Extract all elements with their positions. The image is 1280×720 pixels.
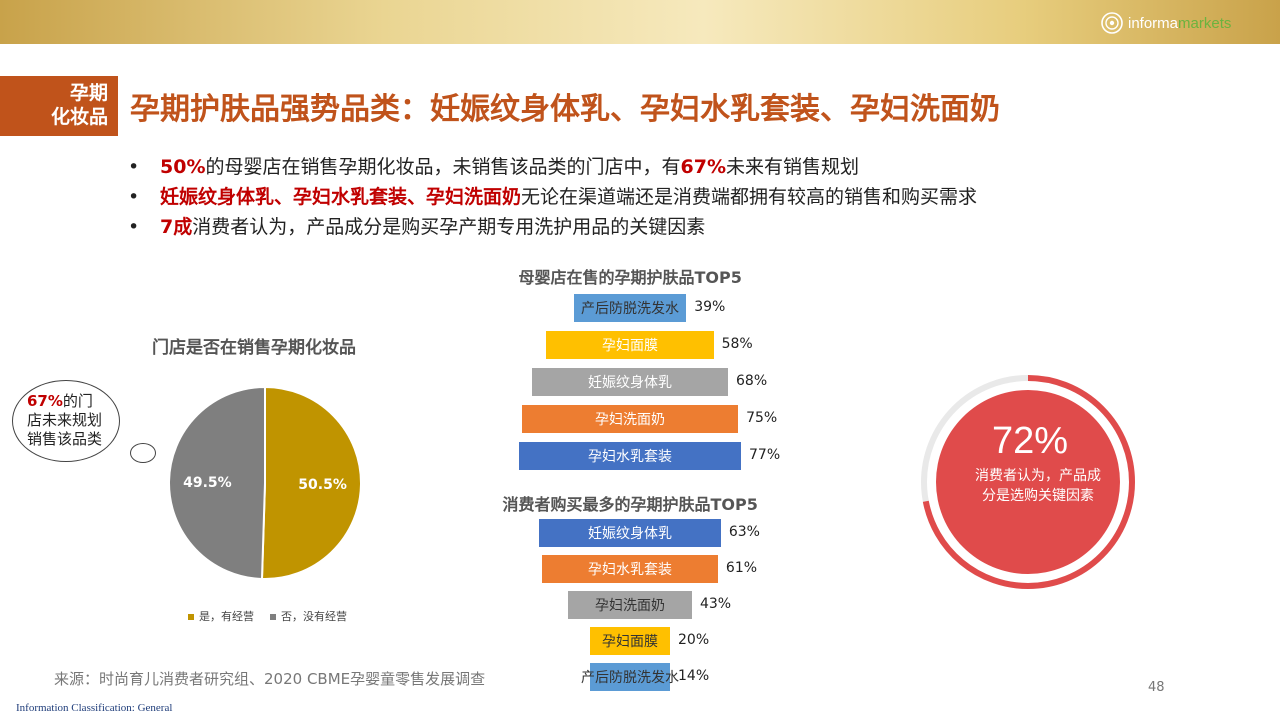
legend-item-yes: 是，有经营 — [188, 608, 254, 624]
pie-slice — [260, 385, 362, 580]
funnel-bar: 孕妇洗面奶 — [568, 591, 692, 619]
page-number: 48 — [1148, 680, 1165, 695]
funnel-bar: 孕妇面膜 — [590, 627, 670, 655]
section-tag: 孕期 化妆品 — [0, 76, 118, 136]
funnel-bar: 孕妇水乳套装 — [519, 442, 741, 470]
ingredient-ring-chart — [921, 375, 1135, 589]
funnel-title: 母婴店在售的孕期护肤品TOP5 — [518, 268, 742, 287]
funnel-bar: 产后防脱洗发水 — [581, 663, 679, 691]
funnel-value-label: 20% — [678, 632, 710, 648]
pie-slice-label: 49.5% — [183, 475, 232, 491]
store-pie-title: 门店是否在销售孕期化妆品 — [152, 338, 356, 358]
source-note: 来源：时尚育儿消费者研究组、2020 CBME孕婴童零售发展调查 — [54, 670, 486, 688]
funnel-title: 消费者购买最多的孕期护肤品TOP5 — [502, 495, 758, 514]
thought-bubble-tail — [130, 443, 156, 463]
ring-progress-arc — [921, 375, 1135, 589]
funnel-value-label: 14% — [678, 668, 710, 684]
ring-percentage: 72% — [991, 420, 1069, 462]
bullet-item: 50%的母婴店在销售孕期化妆品，未销售该品类的门店中，有67%未来有销售规划 — [128, 152, 1128, 182]
funnel-bar: 孕妇洗面奶 — [521, 405, 739, 433]
pie-slice-label: 50.5% — [298, 477, 347, 493]
funnel-value-label: 39% — [694, 299, 726, 315]
bullet-item: 妊娠纹身体乳、孕妇水乳套装、孕妇洗面奶无论在渠道端还是消费端都拥有较高的销售和购… — [128, 182, 1128, 212]
classification-label: Information Classification: General — [16, 702, 173, 714]
funnel-bar: 孕妇面膜 — [546, 331, 714, 359]
bullet-item: 7成消费者认为，产品成分是购买孕产期专用洗护用品的关键因素 — [128, 212, 1128, 242]
store-pie-chart: 50.5% 49.5% — [168, 385, 362, 580]
funnel-value-label: 58% — [721, 336, 753, 352]
funnel-value-label: 75% — [746, 410, 778, 426]
legend-item-no: 否，没有经营 — [270, 608, 347, 624]
funnel-bar: 孕妇水乳套装 — [542, 555, 718, 583]
top-banner — [0, 0, 1280, 44]
funnel-bar: 产后防脱洗发水 — [573, 294, 687, 322]
store-pie-legend: 是，有经营 否，没有经营 — [188, 608, 347, 624]
pie-slice — [168, 385, 266, 580]
logo-swirl-icon — [1101, 12, 1123, 34]
funnel-value-label: 77% — [749, 447, 781, 463]
key-findings-list: 50%的母婴店在销售孕期化妆品，未销售该品类的门店中，有67%未来有销售规划 妊… — [128, 152, 1128, 242]
ring-center-disc — [936, 390, 1120, 574]
ring-description: 消费者认为，产品成 分是选购关键因素 — [975, 468, 1101, 504]
page-title: 孕期护肤品强势品类：妊娠纹身体乳、孕妇水乳套装、孕妇洗面奶 — [130, 92, 1000, 127]
funnel-value-label: 68% — [736, 373, 768, 389]
funnel-bar: 妊娠纹身体乳 — [539, 519, 721, 547]
logo-text: informamarkets — [1128, 14, 1232, 32]
funnel-value-label: 63% — [728, 524, 760, 540]
informa-markets-logo: informamarkets — [1100, 10, 1231, 36]
funnel-value-label: 61% — [725, 560, 758, 576]
funnel-bar: 妊娠纹身体乳 — [531, 368, 729, 396]
thought-bubble-callout: 67%的门 店未来规划 销售该品类 — [12, 380, 120, 462]
funnel-value-label: 43% — [699, 596, 732, 612]
